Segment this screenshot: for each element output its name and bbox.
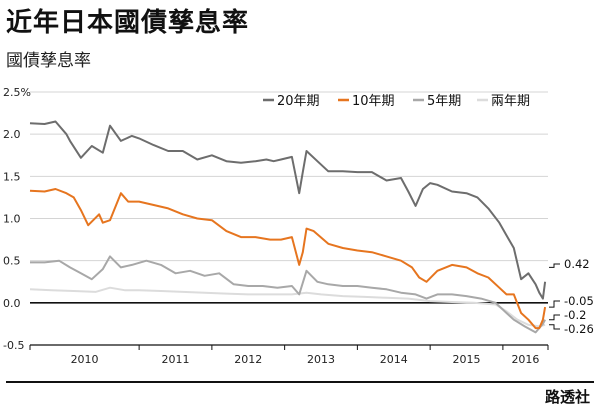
legend-label: 10年期: [352, 94, 395, 109]
y-tick-label: 0.0: [3, 297, 21, 310]
series-line-3: [30, 255, 546, 334]
legend-label: 兩年期: [491, 94, 530, 109]
end-label-leader: [549, 324, 560, 330]
end-value-label: -0.26: [564, 322, 594, 336]
x-tick-label: 2016: [511, 353, 539, 366]
series-line-2: [29, 188, 547, 330]
x-tick-label: 2013: [307, 353, 335, 366]
series-lines: [29, 120, 547, 334]
y-axis-ticks: 2.5% 2.0 1.5 1.0 0.5 0.0 -0.5: [3, 86, 31, 352]
legend: 20年期 10年期 5年期 兩年期: [263, 94, 530, 109]
series-line-4: [29, 286, 546, 328]
series-line-1: [29, 120, 547, 300]
source-credit: 路透社: [544, 388, 590, 406]
end-label-leader: [549, 300, 560, 308]
x-tick-label: 2011: [162, 353, 190, 366]
y-tick-label: 0.5: [3, 255, 21, 268]
end-value-label: -0.2: [564, 308, 586, 322]
end-value-labels: 0.42 -0.05-0.2-0.26: [549, 257, 594, 336]
end-value-label: 0.42: [564, 257, 590, 271]
gridlines: [30, 91, 548, 346]
x-tick-label: 2015: [453, 353, 481, 366]
end-value-label: -0.05: [564, 294, 594, 308]
chart-subtitle: 國債孳息率: [6, 51, 91, 71]
page-title: 近年日本國債孳息率: [6, 8, 250, 38]
y-tick-label: 1.0: [3, 213, 21, 226]
y-tick-label: 2.5%: [3, 86, 31, 99]
x-tick-label: 2012: [234, 353, 262, 366]
legend-label: 5年期: [427, 94, 461, 109]
end-label-leader: [549, 263, 560, 268]
y-tick-label: 1.5: [3, 170, 21, 183]
line-chart: 2.5% 2.0 1.5 1.0 0.5 0.0 -0.5 2010 2011 2012 2013…: [3, 86, 594, 366]
x-axis: 2010 2011 2012 2013 2014 2015 2016: [29, 344, 549, 366]
x-tick-label: 2010: [71, 353, 99, 366]
legend-label: 20年期: [277, 94, 320, 109]
end-label-leader: [549, 314, 560, 321]
footer-rule: [6, 381, 594, 383]
y-tick-label: 2.0: [3, 128, 21, 141]
y-tick-label: -0.5: [3, 339, 24, 352]
x-tick-label: 2014: [380, 353, 408, 366]
